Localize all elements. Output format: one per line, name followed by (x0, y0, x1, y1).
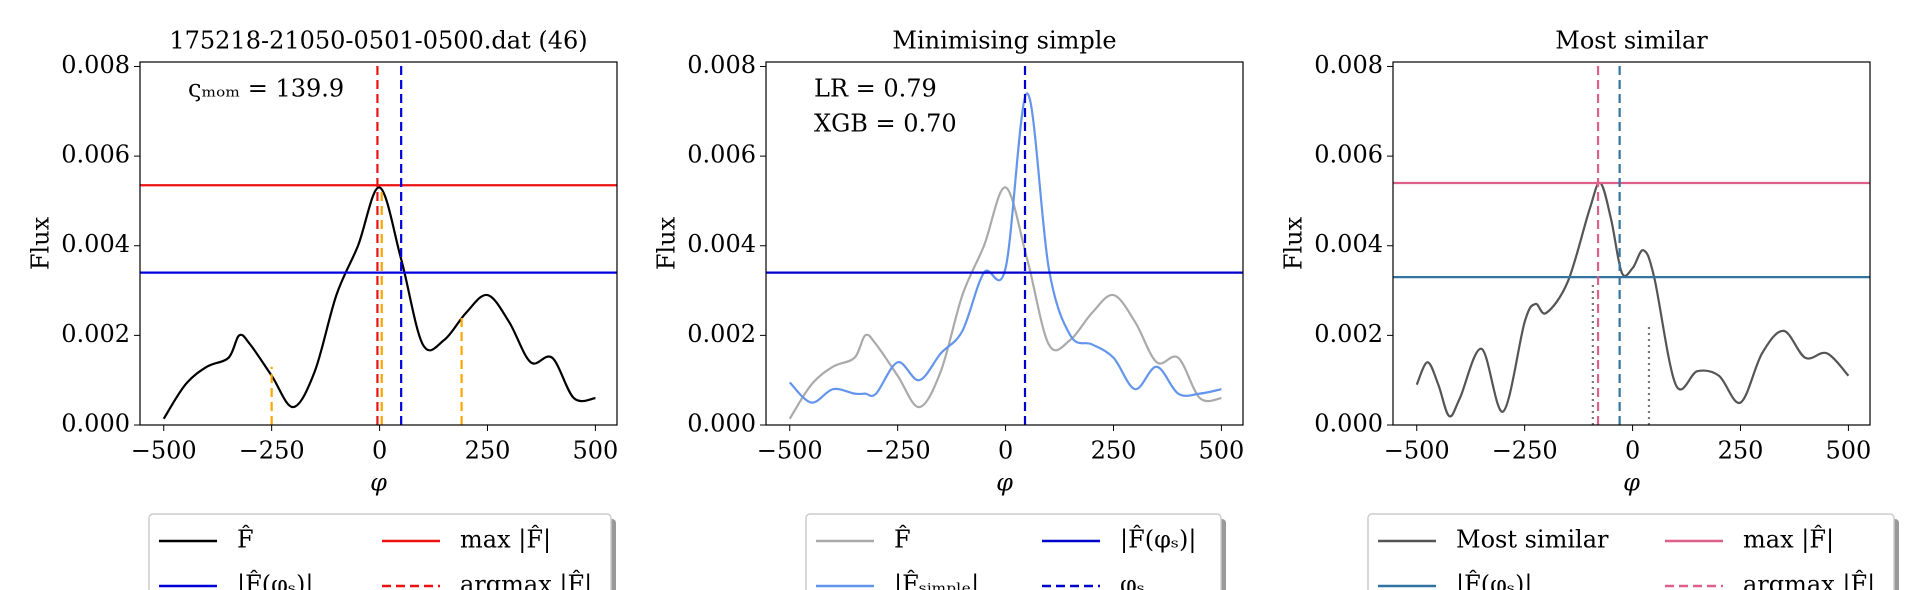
y-tick-label: 0.000 (1314, 410, 1383, 438)
y-tick-label: 0.000 (61, 410, 130, 438)
y-tick-label: 0.004 (1314, 230, 1383, 258)
y-tick-label: 0.008 (61, 51, 130, 79)
legend-label: |F̂(φₛ)| (237, 570, 313, 590)
legend-box (148, 513, 612, 590)
annotation: XGB = 0.70 (814, 110, 957, 138)
y-axis-label: Flux (653, 216, 681, 270)
x-axis-label: φ (1623, 469, 1640, 497)
x-tick-label: −500 (1384, 437, 1450, 465)
y-tick-label: 0.002 (61, 320, 130, 348)
y-tick-label: 0.004 (61, 230, 130, 258)
legend-label: Most similar (1456, 526, 1609, 554)
data-line (788, 92, 1222, 404)
x-tick-label: 250 (1091, 437, 1137, 465)
y-tick-label: 0.004 (687, 230, 756, 258)
annotation: LR = 0.79 (814, 75, 937, 103)
y-tick-label: 0.008 (1314, 51, 1383, 79)
legend-label: |F̂(φₛ)| (1120, 525, 1196, 554)
x-tick-label: 500 (1826, 437, 1872, 465)
x-tick-label: 500 (1199, 437, 1245, 465)
data-line (1415, 181, 1850, 418)
x-tick-label: 250 (465, 437, 511, 465)
legend-label: |F̂(φₛ)| (1456, 570, 1532, 590)
legend-label: |F̂ₛᵢₘₚₗₑ| (894, 570, 979, 590)
x-tick-label: 0 (1625, 437, 1640, 465)
x-tick-label: −250 (865, 437, 931, 465)
chart-title: Most similar (1555, 27, 1708, 55)
legend-label: argmax |F̂| (1743, 570, 1875, 590)
x-tick-label: 500 (573, 437, 619, 465)
y-tick-label: 0.000 (687, 410, 756, 438)
legend-label: φₛ (1120, 571, 1145, 590)
chart-title: Minimising simple (892, 27, 1116, 55)
y-tick-label: 0.006 (687, 141, 756, 169)
data-line (788, 186, 1222, 420)
x-tick-label: −250 (1492, 437, 1558, 465)
chart-title: 175218-21050-0501-0500.dat (46) (169, 27, 587, 55)
x-tick-label: −250 (239, 437, 305, 465)
plot-frame (765, 61, 1244, 426)
y-tick-label: 0.006 (1314, 141, 1383, 169)
data-line (162, 186, 596, 420)
plot-frame (1392, 61, 1871, 426)
y-tick-label: 0.008 (687, 51, 756, 79)
legend-label: argmax |F̂| (460, 570, 592, 590)
y-tick-label: 0.002 (1314, 320, 1383, 348)
x-axis-label: φ (996, 469, 1013, 497)
legend-label: F̂ (894, 525, 911, 553)
x-tick-label: 250 (1718, 437, 1764, 465)
legend-label: F̂ (237, 525, 254, 553)
plot-frame (139, 61, 618, 426)
y-tick-label: 0.006 (61, 141, 130, 169)
x-tick-label: −500 (757, 437, 823, 465)
x-axis-label: φ (370, 469, 387, 497)
legend-label: max |F̂| (1743, 525, 1834, 554)
y-axis-label: Flux (1280, 216, 1308, 270)
x-tick-label: 0 (372, 437, 387, 465)
legend-box (805, 513, 1222, 590)
x-tick-label: 0 (998, 437, 1013, 465)
y-tick-label: 0.002 (687, 320, 756, 348)
legend-box (1367, 513, 1895, 590)
annotation: ςₘₒₘ = 139.9 (188, 75, 344, 103)
x-tick-label: −500 (131, 437, 197, 465)
legend-label: max |F̂| (460, 525, 551, 554)
y-axis-label: Flux (27, 216, 55, 270)
